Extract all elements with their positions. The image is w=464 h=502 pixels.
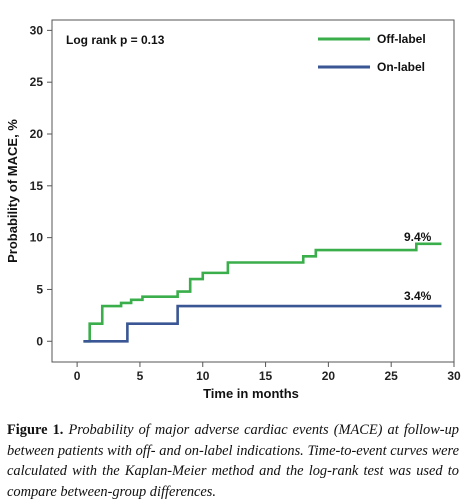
x-tick-label: 0 [74, 369, 81, 383]
end-label-on-label: 3.4% [404, 289, 432, 303]
x-axis-title: Time in months [203, 386, 299, 401]
figure: 0 5 10 15 20 25 30 0 5 10 15 20 25 30 Log rank p = 0… [5, 19, 461, 401]
figure-caption: Figure 1. Probability of major adverse c… [7, 420, 459, 502]
x-tick-label: 20 [322, 369, 336, 383]
series-layer [83, 242, 442, 343]
x-tick-label: 15 [259, 369, 273, 383]
y-axis-title: Probability of MACE, % [5, 119, 20, 263]
y-tick-label: 0 [36, 334, 43, 348]
y-tick-label: 20 [30, 127, 44, 141]
caption-label: Figure 1. [7, 422, 64, 438]
kaplan-meier-chart: 0 5 10 15 20 25 30 0 5 10 15 20 25 30 Log rank p = 0… [5, 19, 461, 401]
log-rank-annotation: Log rank p = 0.13 [66, 33, 165, 47]
x-axis: 0 5 10 15 20 25 30 [74, 362, 461, 383]
x-tick-label: 25 [385, 369, 399, 383]
y-tick-label: 15 [30, 179, 44, 193]
legend: Off-label On-label [318, 32, 426, 74]
series-line-on-label [83, 304, 442, 343]
x-tick-label: 5 [137, 369, 144, 383]
x-tick-label: 30 [447, 369, 461, 383]
x-tick-label: 10 [196, 369, 210, 383]
y-tick-label: 10 [30, 231, 44, 245]
caption-text: Probability of major adverse cardiac eve… [7, 422, 459, 500]
legend-label-on-label: On-label [377, 60, 425, 74]
y-axis: 0 5 10 15 20 25 30 [30, 23, 52, 348]
y-tick-label: 5 [36, 282, 43, 296]
end-label-off-label: 9.4% [404, 230, 432, 244]
legend-label-off-label: Off-label [377, 32, 426, 46]
y-tick-label: 25 [30, 75, 44, 89]
y-tick-label: 30 [30, 23, 44, 37]
series-line-off-label [83, 242, 442, 343]
